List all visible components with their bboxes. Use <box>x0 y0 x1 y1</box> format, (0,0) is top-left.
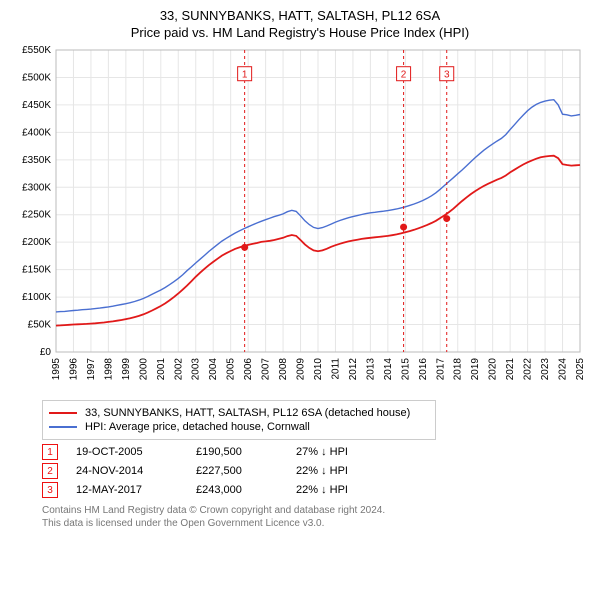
legend-row-hpi: HPI: Average price, detached house, Corn… <box>49 421 429 433</box>
svg-text:2023: 2023 <box>540 358 551 381</box>
svg-text:£550K: £550K <box>22 45 51 56</box>
sale-date: 24-NOV-2014 <box>76 465 196 477</box>
svg-text:1996: 1996 <box>68 358 79 381</box>
svg-text:2000: 2000 <box>138 358 149 381</box>
svg-text:£300K: £300K <box>22 182 51 193</box>
svg-text:1999: 1999 <box>121 358 132 381</box>
sale-delta: 22% ↓ HPI <box>296 465 348 477</box>
svg-text:2004: 2004 <box>208 358 219 381</box>
svg-text:2017: 2017 <box>435 358 446 381</box>
svg-text:£50K: £50K <box>28 320 52 331</box>
svg-text:2002: 2002 <box>173 358 184 381</box>
legend: 33, SUNNYBANKS, HATT, SALTASH, PL12 6SA … <box>42 400 436 440</box>
svg-text:2011: 2011 <box>330 358 341 380</box>
svg-text:3: 3 <box>444 70 450 81</box>
footer: Contains HM Land Registry data © Crown c… <box>42 504 588 530</box>
svg-text:2021: 2021 <box>505 358 516 381</box>
svg-text:£350K: £350K <box>22 155 51 166</box>
table-row: 1 19-OCT-2005 £190,500 27% ↓ HPI <box>42 444 588 460</box>
sale-price: £243,000 <box>196 484 296 496</box>
svg-text:2001: 2001 <box>156 358 167 381</box>
footer-line2: This data is licensed under the Open Gov… <box>42 517 588 530</box>
svg-text:2010: 2010 <box>313 358 324 381</box>
svg-text:£450K: £450K <box>22 100 51 111</box>
svg-text:2003: 2003 <box>191 358 202 381</box>
svg-text:£400K: £400K <box>22 127 51 138</box>
sale-price: £227,500 <box>196 465 296 477</box>
table-row: 3 12-MAY-2017 £243,000 22% ↓ HPI <box>42 482 588 498</box>
sale-delta: 22% ↓ HPI <box>296 484 348 496</box>
table-row: 2 24-NOV-2014 £227,500 22% ↓ HPI <box>42 463 588 479</box>
title-subtitle: Price paid vs. HM Land Registry's House … <box>12 25 588 40</box>
sale-date: 12-MAY-2017 <box>76 484 196 496</box>
svg-text:£0: £0 <box>40 347 52 358</box>
svg-text:2009: 2009 <box>296 358 307 381</box>
svg-text:2013: 2013 <box>365 358 376 381</box>
sale-price: £190,500 <box>196 446 296 458</box>
footer-line1: Contains HM Land Registry data © Crown c… <box>42 504 588 517</box>
svg-text:2024: 2024 <box>558 358 569 381</box>
sale-delta: 27% ↓ HPI <box>296 446 348 458</box>
sales-table: 1 19-OCT-2005 £190,500 27% ↓ HPI 2 24-NO… <box>42 444 588 498</box>
marker-badge: 1 <box>42 444 58 460</box>
svg-text:2005: 2005 <box>226 358 237 381</box>
svg-text:2025: 2025 <box>575 358 586 381</box>
svg-text:2018: 2018 <box>453 358 464 381</box>
svg-text:2020: 2020 <box>488 358 499 381</box>
svg-text:2016: 2016 <box>418 358 429 381</box>
svg-text:2012: 2012 <box>348 358 359 381</box>
svg-text:2022: 2022 <box>523 358 534 381</box>
marker-badge: 3 <box>42 482 58 498</box>
svg-text:£200K: £200K <box>22 237 51 248</box>
svg-text:£500K: £500K <box>22 72 51 83</box>
marker-badge: 2 <box>42 463 58 479</box>
svg-text:£100K: £100K <box>22 292 51 303</box>
svg-text:£250K: £250K <box>22 210 51 221</box>
legend-row-property: 33, SUNNYBANKS, HATT, SALTASH, PL12 6SA … <box>49 407 429 419</box>
svg-text:2014: 2014 <box>383 358 394 381</box>
legend-swatch <box>49 426 77 428</box>
svg-text:1998: 1998 <box>103 358 114 381</box>
svg-text:2019: 2019 <box>470 358 481 381</box>
svg-text:2015: 2015 <box>400 358 411 381</box>
legend-label: HPI: Average price, detached house, Corn… <box>85 421 310 433</box>
legend-swatch <box>49 412 77 414</box>
title-address: 33, SUNNYBANKS, HATT, SALTASH, PL12 6SA <box>12 8 588 23</box>
svg-text:2007: 2007 <box>261 358 272 381</box>
price-chart: £0 £50K £100K £150K £200K £250K £300K £350K £400… <box>12 44 588 394</box>
sale-date: 19-OCT-2005 <box>76 446 196 458</box>
svg-text:2006: 2006 <box>243 358 254 381</box>
legend-label: 33, SUNNYBANKS, HATT, SALTASH, PL12 6SA … <box>85 407 410 419</box>
svg-text:£150K: £150K <box>22 265 51 276</box>
svg-text:2: 2 <box>401 70 407 81</box>
svg-text:1995: 1995 <box>51 358 62 381</box>
svg-text:1997: 1997 <box>86 358 97 381</box>
svg-text:2008: 2008 <box>278 358 289 381</box>
svg-text:1: 1 <box>242 70 248 81</box>
